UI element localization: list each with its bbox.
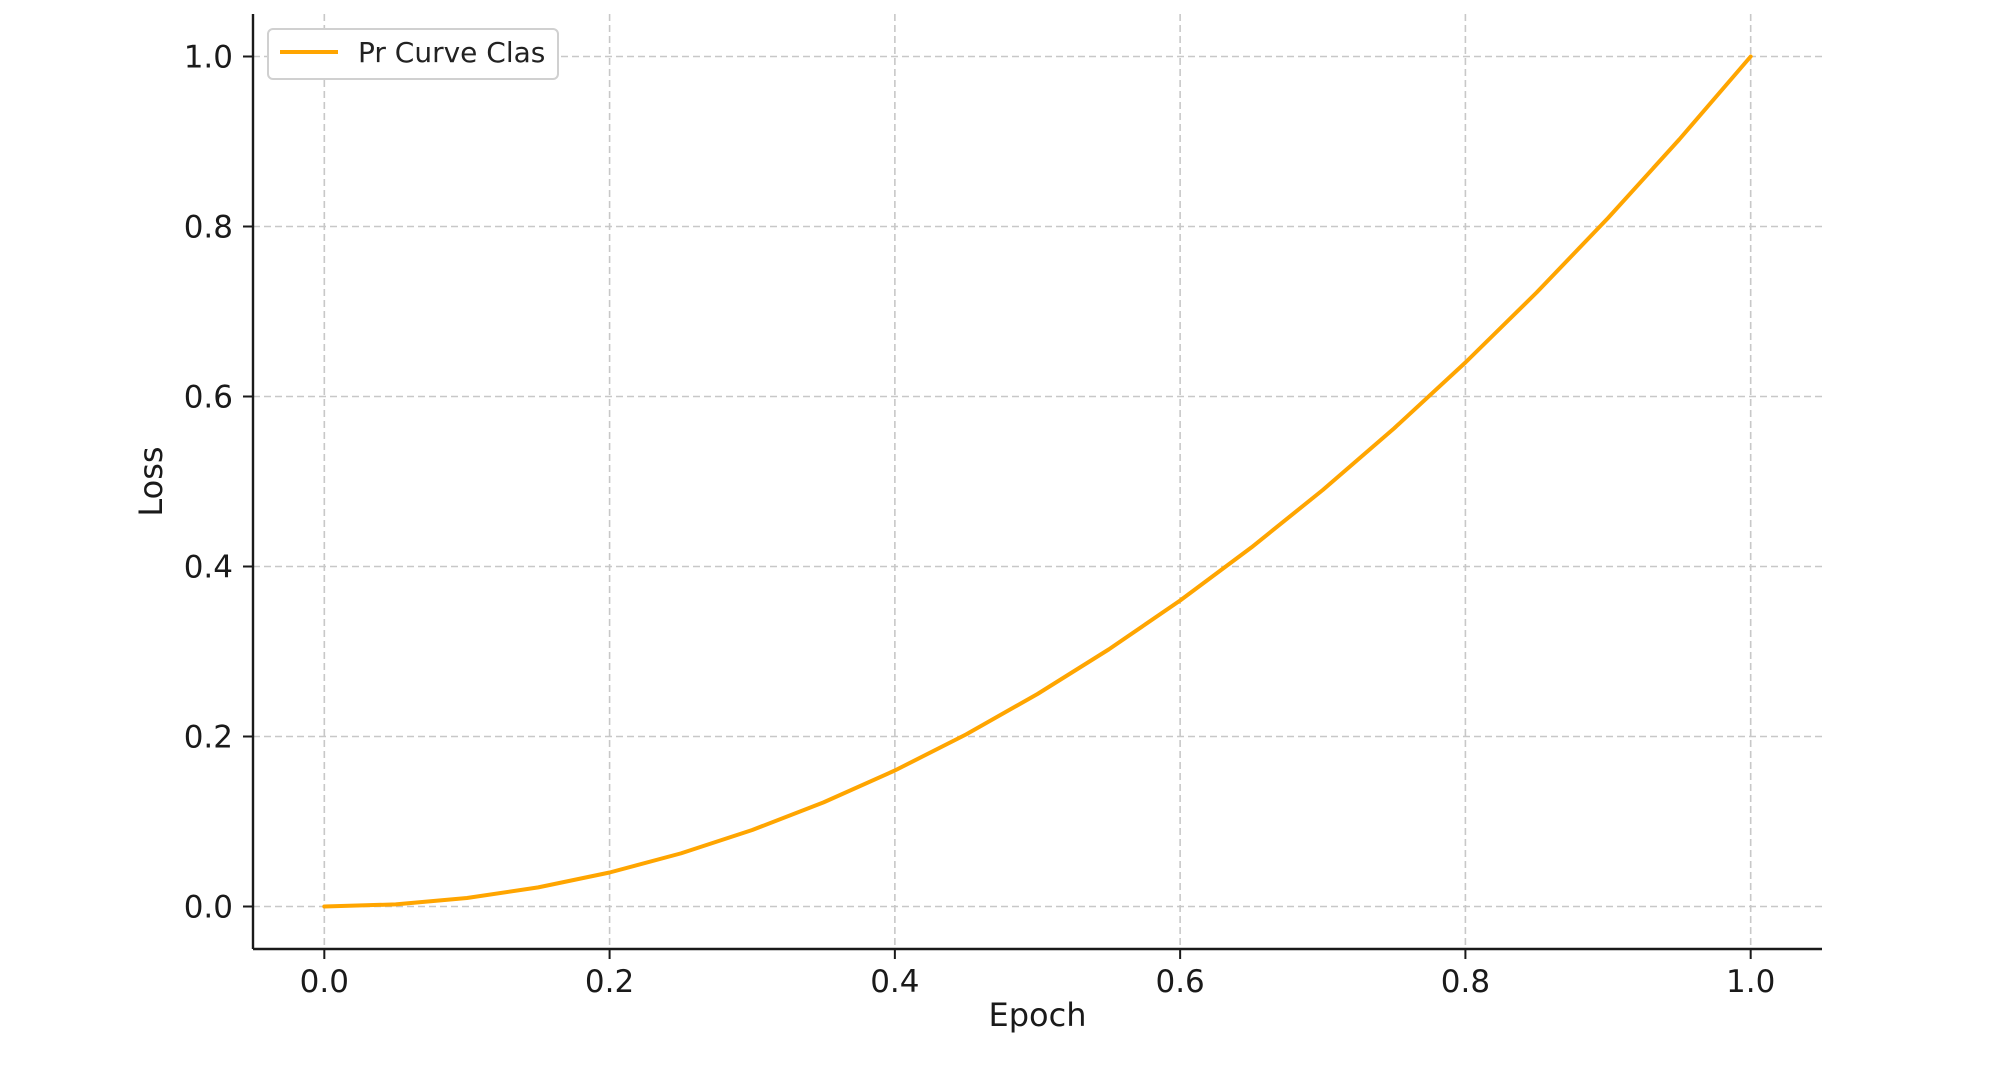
x-tick-label: 1.0	[1726, 964, 1775, 1000]
x-axis-label: Epoch	[989, 996, 1087, 1034]
y-tick-label: 0.4	[184, 550, 233, 586]
legend-entry-label: Pr Curve Clas	[358, 36, 545, 69]
grid	[253, 14, 1822, 949]
y-tick-label: 0.6	[184, 380, 233, 416]
series-layer	[322, 54, 1753, 909]
x-tick-label: 0.4	[870, 964, 919, 1000]
y-tick-label: 1.0	[184, 40, 233, 76]
y-tick-label: 0.0	[184, 890, 233, 926]
x-tick-label: 0.0	[300, 964, 349, 1000]
x-tick-label: 0.6	[1155, 964, 1204, 1000]
ticks: 0.0 0.2 0.4 0.6 0.8 1.0 0.0 0.2 0.4 0.6 0.8 1.0	[184, 40, 1776, 1001]
axes	[251, 14, 1822, 951]
legend-box	[267, 28, 559, 80]
x-tick-label: 0.2	[585, 964, 634, 1000]
y-axis-label: Loss	[132, 446, 170, 516]
legend: Pr Curve Clas	[267, 28, 559, 80]
y-tick-label: 0.8	[184, 210, 233, 246]
x-tick-label: 0.8	[1441, 964, 1490, 1000]
series-line	[322, 54, 1753, 909]
y-tick-label: 0.2	[184, 720, 233, 756]
